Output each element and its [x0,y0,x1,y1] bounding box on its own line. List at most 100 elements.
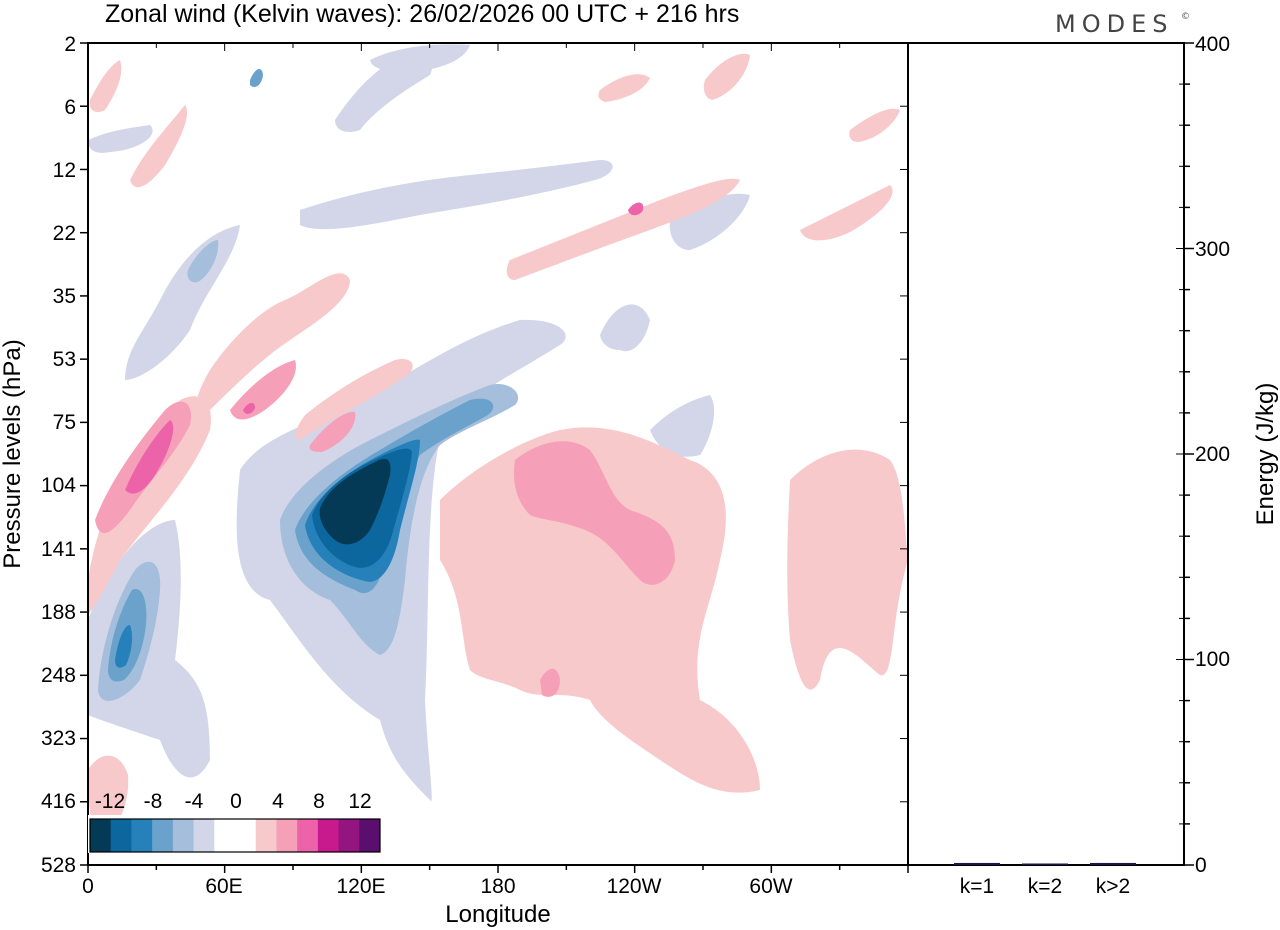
y-tick-label: 6 [64,96,76,119]
colorbar-label: 0 [230,790,242,813]
energy-y-labels: 0 100 200 300 400 [1195,33,1230,877]
y-tick-label: 323 [41,727,76,750]
neg-region-weak-right [669,193,750,250]
pos-region-strong-2 [243,402,255,414]
x-tick-label: 60W [749,875,792,898]
heatmap-y-labels: 2 6 12 22 35 53 75 104 141 188 248 323 4… [41,33,76,877]
energy-bar [954,862,1000,865]
pos-region-weak-strip3 [506,178,740,280]
neg-region-weak-upper [88,125,153,153]
neg-region-top-small [250,68,263,87]
y-tick-label: 53 [53,348,76,371]
pos-region-weak-strip4 [800,185,893,241]
y-tick-label: 22 [53,222,76,245]
pos-region-weak-strip5 [89,60,122,112]
pos-region-weak-strip2 [295,359,413,440]
neg-region-weak-top4 [300,160,613,230]
pos-region-weak-topright [598,74,650,102]
y-tick-label: 35 [53,285,76,308]
neg-region-weak-bot [600,304,650,352]
pos-region-med-3 [309,411,356,452]
colorbar-swatch [338,819,360,852]
energy-bars [954,862,1136,865]
energy-tick-label: 300 [1195,238,1230,261]
x-tick-label: 60E [205,875,242,898]
colorbar-labels: -12 -8 -4 0 4 8 12 [95,790,372,813]
heatmap-x-labels: 0 60E 120E 180 120W 60W [82,875,793,898]
colorbar-swatch [276,819,298,852]
neg-region-weak-top2 [335,55,433,132]
pos-region-weak-strip7 [703,53,750,100]
heatmap-panel: -12 -8 -4 0 4 8 12 2 6 12 22 35 53 75 10… [0,33,909,928]
x-tick-label: 0 [82,875,94,898]
pos-region-weak-strip6 [130,105,188,188]
colorbar-swatch [152,819,174,852]
energy-frame [907,42,1185,866]
colorbar-label: 4 [272,790,284,813]
colorbar-swatch [317,819,340,852]
colorbar-swatch [235,819,257,852]
heatmap-x-ticks [87,43,909,873]
neg-region-core [319,458,391,545]
energy-category-labels: k=1 k=2 k>2 [960,875,1130,898]
colorbar-swatch [297,819,319,852]
colorbar-swatch [110,819,132,852]
chart-title: Zonal wind (Kelvin waves): 26/02/2026 00… [105,0,739,28]
colorbar-label: 12 [348,790,371,813]
energy-category-label: k=2 [1028,875,1062,898]
colorbar-swatch [193,819,215,852]
colorbar-swatch [131,819,153,852]
pos-region-strong-3 [628,202,644,216]
y-tick-label: 528 [41,854,76,877]
energy-tick-label: 200 [1195,443,1230,466]
energy-axis-label: Energy (J/kg) [1252,383,1279,526]
y-tick-label: 248 [41,664,76,687]
pos-region-weak-main [440,427,760,793]
neg-region-strong-left [115,625,133,668]
colorbar-label: 8 [313,790,325,813]
energy-category-label: k=1 [960,875,994,898]
y-tick-label: 75 [53,411,76,434]
x-tick-label: 120E [336,875,385,898]
heatmap-y-ticks [80,42,908,866]
energy-tick-label: 100 [1195,648,1230,671]
energy-y-ticks [1176,42,1194,866]
logo-copyright-mark: © [1181,12,1190,22]
colorbar-swatch [214,819,236,852]
pos-region-weak-right [787,449,908,690]
y-tick-label: 12 [53,159,76,182]
colorbar-label: -8 [144,790,163,813]
y-tick-label: 2 [64,33,76,56]
colorbar: -12 -8 -4 0 4 8 12 [88,790,381,853]
x-axis-label: Longitude [445,901,550,928]
y-tick-label: 416 [41,790,76,813]
x-tick-label: 120W [607,875,662,898]
pos-region-weak-left [88,396,211,615]
energy-tick-label: 400 [1195,33,1230,56]
pos-region-weak-strip8 [849,108,900,142]
pos-region-med-4 [540,668,560,697]
pos-region-med-2 [230,360,296,420]
y-tick-label: 104 [41,474,76,497]
colorbar-swatch [172,819,195,852]
pos-region-strong-west [125,420,174,494]
y-tick-label: 141 [41,538,76,561]
colorbar-swatches [90,819,381,852]
neg-region-weak-mid [650,395,715,457]
energy-bar [1022,863,1068,865]
energy-tick-label: 0 [1195,854,1207,877]
modes-logo: MODES [1055,10,1173,38]
colorbar-swatch [255,819,277,852]
energy-bar [1090,862,1136,865]
colorbar-label: -12 [95,790,125,813]
colorbar-swatch [90,819,112,852]
y-tick-label: 188 [41,601,76,624]
colorbar-label: -4 [185,790,204,813]
neg-region-weak-top3 [370,44,470,72]
heatmap-field [88,44,908,840]
colorbar-swatch [359,819,381,852]
y-axis-label: Pressure levels (hPa) [0,339,26,568]
energy-panel: 0 100 200 300 400 Energy (J/kg) k=1 k=2 … [907,33,1279,898]
energy-category-label: k>2 [1096,875,1130,898]
